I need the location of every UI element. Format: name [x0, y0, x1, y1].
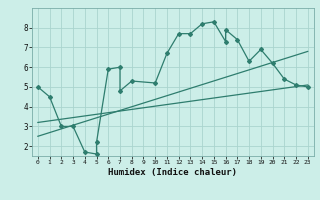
- X-axis label: Humidex (Indice chaleur): Humidex (Indice chaleur): [108, 168, 237, 177]
